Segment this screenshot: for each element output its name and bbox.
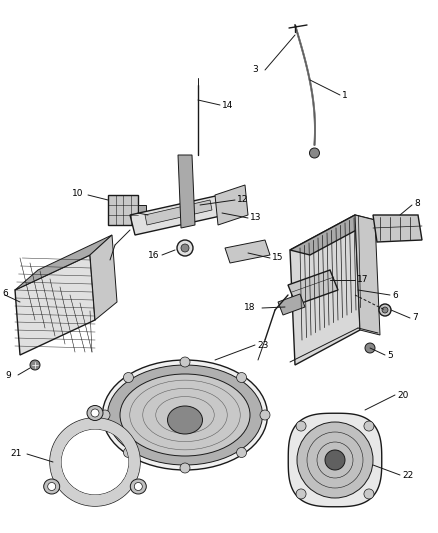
Circle shape xyxy=(325,450,345,470)
Circle shape xyxy=(48,482,56,490)
Ellipse shape xyxy=(130,479,146,494)
Text: 17: 17 xyxy=(357,276,368,285)
Text: 6: 6 xyxy=(2,288,8,297)
FancyBboxPatch shape xyxy=(138,205,146,215)
Text: 9: 9 xyxy=(5,372,11,381)
Text: 18: 18 xyxy=(244,303,255,312)
Circle shape xyxy=(91,409,99,417)
Text: 12: 12 xyxy=(237,195,248,204)
Circle shape xyxy=(365,343,375,353)
Text: 22: 22 xyxy=(402,471,413,480)
Circle shape xyxy=(297,422,373,498)
Polygon shape xyxy=(355,215,380,335)
Ellipse shape xyxy=(120,374,250,456)
Polygon shape xyxy=(373,215,422,242)
Text: 23: 23 xyxy=(257,341,268,350)
Polygon shape xyxy=(288,413,382,507)
Circle shape xyxy=(382,307,388,313)
Ellipse shape xyxy=(167,406,202,434)
Circle shape xyxy=(260,410,270,420)
Text: 20: 20 xyxy=(397,391,408,400)
Circle shape xyxy=(134,482,142,490)
Text: 10: 10 xyxy=(72,189,84,198)
FancyBboxPatch shape xyxy=(108,195,138,225)
Text: 14: 14 xyxy=(222,101,233,109)
Polygon shape xyxy=(178,155,195,228)
Text: 8: 8 xyxy=(414,198,420,207)
Ellipse shape xyxy=(107,365,262,465)
Text: 6: 6 xyxy=(392,290,398,300)
Polygon shape xyxy=(290,215,375,255)
Polygon shape xyxy=(15,235,112,290)
Ellipse shape xyxy=(87,406,103,421)
Circle shape xyxy=(177,240,193,256)
Circle shape xyxy=(364,489,374,499)
Text: 13: 13 xyxy=(250,214,261,222)
Circle shape xyxy=(364,421,374,431)
Text: 21: 21 xyxy=(10,449,21,458)
Polygon shape xyxy=(90,235,117,320)
Polygon shape xyxy=(225,240,270,263)
Ellipse shape xyxy=(102,360,268,470)
Text: 16: 16 xyxy=(148,252,159,261)
Text: 1: 1 xyxy=(342,91,348,100)
Polygon shape xyxy=(290,215,360,365)
Polygon shape xyxy=(215,185,248,225)
Circle shape xyxy=(379,304,391,316)
Text: 3: 3 xyxy=(252,66,258,75)
Circle shape xyxy=(30,360,40,370)
Polygon shape xyxy=(145,200,212,225)
Circle shape xyxy=(181,244,189,252)
Circle shape xyxy=(180,357,190,367)
Circle shape xyxy=(124,448,134,457)
Circle shape xyxy=(100,410,110,420)
Circle shape xyxy=(124,373,134,383)
Ellipse shape xyxy=(44,479,60,494)
Polygon shape xyxy=(50,418,140,506)
Circle shape xyxy=(237,373,247,383)
Text: 15: 15 xyxy=(272,254,283,262)
Circle shape xyxy=(237,448,247,457)
Circle shape xyxy=(310,148,319,158)
Polygon shape xyxy=(278,294,305,315)
Text: 7: 7 xyxy=(412,313,418,322)
Polygon shape xyxy=(15,255,95,355)
Circle shape xyxy=(296,421,306,431)
Polygon shape xyxy=(288,270,338,305)
Text: 5: 5 xyxy=(387,351,393,360)
Circle shape xyxy=(180,463,190,473)
Polygon shape xyxy=(130,195,225,235)
Circle shape xyxy=(296,489,306,499)
